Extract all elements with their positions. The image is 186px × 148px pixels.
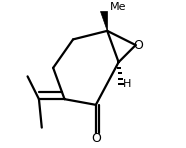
Text: Me: Me — [110, 2, 126, 12]
Text: O: O — [91, 132, 101, 145]
Text: O: O — [133, 39, 143, 52]
Text: H: H — [123, 79, 131, 89]
Polygon shape — [100, 11, 107, 31]
